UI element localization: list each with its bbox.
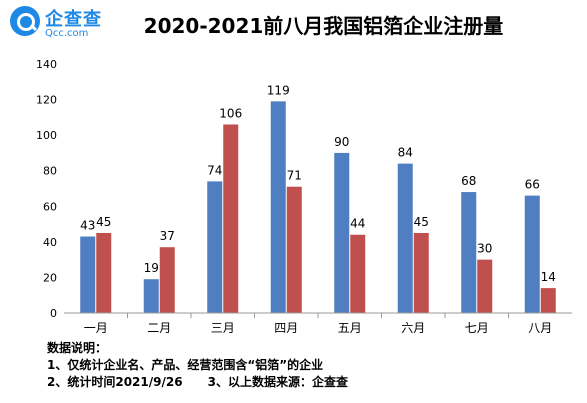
bar — [334, 152, 350, 313]
x-tick-label: 六月 — [401, 321, 425, 335]
notes-line-1: 1、仅统计企业名、产品、经营范围含“铝箔”的企业 — [47, 358, 324, 372]
data-notes: 数据说明： 1、仅统计企业名、产品、经营范围含“铝箔”的企业 2、统计时间202… — [47, 340, 348, 391]
y-tick-label: 0 — [50, 307, 57, 320]
y-tick-label: 60 — [43, 200, 57, 213]
bar — [223, 124, 239, 313]
bar — [477, 259, 493, 313]
data-label: 66 — [525, 178, 540, 192]
bar — [159, 247, 175, 313]
magnifier-logo-icon — [10, 6, 40, 36]
bar — [80, 236, 96, 313]
data-label: 37 — [160, 229, 175, 243]
data-label: 44 — [350, 217, 365, 231]
bar — [397, 163, 413, 313]
data-label: 45 — [96, 215, 111, 229]
data-label: 68 — [461, 174, 476, 188]
y-tick-label: 20 — [43, 271, 57, 284]
notes-line-2: 2、统计时间2021/9/26 3、以上数据来源：企查查 — [47, 375, 348, 389]
y-tick-label: 120 — [36, 94, 57, 107]
x-tick-label: 三月 — [211, 321, 235, 335]
data-label: 71 — [287, 169, 302, 183]
data-label: 74 — [207, 163, 222, 177]
bar — [96, 232, 112, 313]
y-tick-label: 40 — [43, 236, 57, 249]
x-axis: 一月 二月 三月 四月 五月 六月 七月 八月 — [64, 312, 572, 335]
bar — [461, 192, 477, 313]
logo-domain: Qcc.com — [45, 28, 89, 39]
bar — [413, 232, 429, 313]
x-tick-label: 八月 — [528, 321, 552, 335]
data-label: 30 — [477, 242, 492, 256]
y-tick-label: 100 — [36, 129, 57, 142]
data-label: 19 — [144, 261, 159, 275]
data-label: 90 — [334, 135, 349, 149]
bar — [540, 288, 556, 313]
qcc-logo: 企查查 Qcc.com — [10, 5, 120, 43]
notes-heading: 数据说明： — [47, 341, 108, 355]
bar — [270, 101, 286, 313]
data-label: 43 — [80, 219, 95, 233]
bar — [286, 186, 302, 313]
bar — [524, 195, 540, 313]
bar — [207, 181, 223, 313]
x-tick-label: 一月 — [84, 321, 108, 335]
y-axis: 0 20 40 60 80 100 120 140 — [36, 58, 57, 320]
bar — [143, 279, 159, 313]
data-label: 14 — [541, 270, 556, 284]
data-label: 84 — [398, 146, 413, 160]
y-tick-label: 140 — [36, 58, 57, 71]
chart-title: 2020-2021前八月我国铝箔企业注册量 — [143, 14, 504, 38]
x-tick-label: 四月 — [274, 321, 298, 335]
data-label: 45 — [414, 215, 429, 229]
bar — [350, 234, 366, 313]
y-tick-label: 80 — [43, 165, 57, 178]
logo-name: 企查查 — [45, 9, 102, 30]
data-label: 106 — [219, 106, 242, 120]
x-tick-label: 五月 — [338, 321, 362, 335]
data-label: 119 — [267, 83, 290, 97]
x-tick-label: 七月 — [465, 321, 489, 335]
x-tick-label: 二月 — [147, 321, 171, 335]
